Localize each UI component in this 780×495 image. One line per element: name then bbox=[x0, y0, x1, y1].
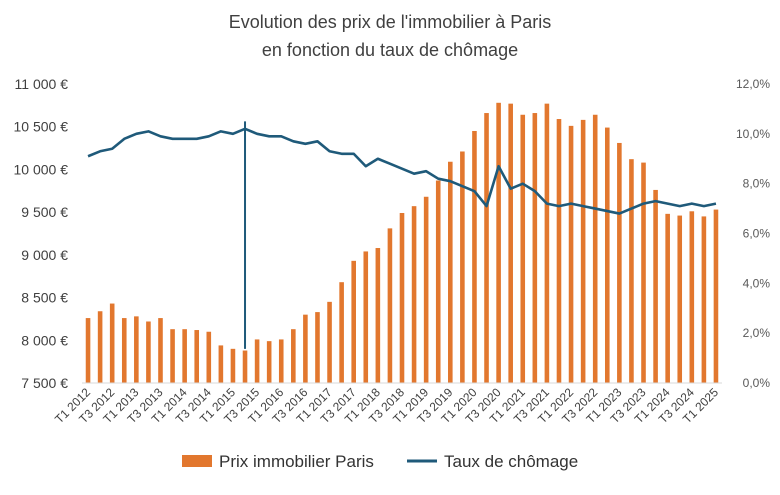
right-y-tick-label: 10,0% bbox=[736, 127, 770, 141]
bar-prix-immobilier bbox=[701, 216, 707, 383]
bar-prix-immobilier bbox=[520, 114, 526, 384]
bar-prix-immobilier bbox=[604, 127, 610, 383]
bar-prix-immobilier bbox=[448, 161, 453, 383]
bar-prix-immobilier bbox=[218, 345, 224, 383]
bar-prix-immobilier bbox=[556, 119, 562, 384]
bar-prix-immobilier bbox=[254, 339, 260, 383]
left-y-axis: 7 500 € 8 000 € 8 500 € 9 000 € 9 500 € 10 00… bbox=[14, 76, 69, 391]
bar-prix-immobilier bbox=[242, 350, 248, 383]
bar-prix-immobilier bbox=[291, 329, 296, 383]
bar-prix-immobilier bbox=[351, 260, 356, 383]
chart-title-line-2: en fonction du taux de chômage bbox=[262, 40, 518, 60]
right-y-tick-label: 12,0% bbox=[736, 77, 770, 91]
right-y-axis: 0,0% 2,0% 4,0% 6,0% 8,0% 10,0% 12,0% bbox=[736, 77, 770, 390]
bar-prix-immobilier bbox=[544, 103, 550, 384]
left-y-tick-label: 8 500 € bbox=[21, 290, 68, 306]
bar-prix-immobilier bbox=[121, 318, 127, 383]
bar-prix-immobilier bbox=[266, 341, 272, 383]
left-y-tick-label: 10 500 € bbox=[14, 119, 69, 135]
bar-prix-immobilier bbox=[146, 321, 151, 383]
bar-prix-immobilier bbox=[109, 303, 115, 383]
right-y-tick-label: 6,0% bbox=[743, 227, 771, 241]
bar-prix-immobilier bbox=[315, 312, 320, 383]
unemployment-line-series bbox=[87, 127, 717, 215]
bar-prix-immobilier bbox=[278, 339, 284, 383]
right-y-tick-label: 0,0% bbox=[743, 376, 771, 390]
legend: Prix immobilier Paris Taux de chômage bbox=[182, 452, 578, 471]
bar-prix-immobilier bbox=[580, 119, 586, 383]
bar-prix-immobilier bbox=[713, 209, 719, 383]
legend-label-prix: Prix immobilier Paris bbox=[219, 452, 374, 471]
bar-prix-immobilier bbox=[532, 113, 538, 383]
bar-prix-immobilier bbox=[641, 162, 646, 383]
price-bars bbox=[85, 102, 719, 384]
left-y-tick-label: 9 000 € bbox=[21, 247, 68, 263]
bar-prix-immobilier bbox=[85, 318, 91, 383]
bar-prix-immobilier bbox=[435, 180, 441, 383]
bar-prix-immobilier bbox=[568, 125, 574, 384]
bar-prix-immobilier bbox=[423, 196, 429, 383]
bar-prix-immobilier bbox=[158, 318, 163, 383]
bar-prix-immobilier bbox=[375, 248, 381, 383]
bar-prix-immobilier bbox=[206, 331, 212, 383]
chart-title-line-1: Evolution des prix de l'immobilier à Par… bbox=[229, 12, 552, 32]
left-y-tick-label: 9 500 € bbox=[21, 204, 68, 220]
bar-prix-immobilier bbox=[496, 102, 501, 384]
bar-prix-immobilier bbox=[484, 113, 489, 383]
bar-prix-immobilier bbox=[629, 159, 634, 383]
bar-prix-immobilier bbox=[387, 228, 393, 383]
bar-prix-immobilier bbox=[399, 212, 405, 383]
bar-prix-immobilier bbox=[460, 151, 465, 383]
bar-prix-immobilier bbox=[339, 282, 344, 383]
bar-prix-immobilier bbox=[230, 348, 236, 383]
bar-prix-immobilier bbox=[592, 114, 598, 384]
bar-prix-immobilier bbox=[134, 316, 139, 383]
bar-prix-immobilier bbox=[182, 329, 187, 383]
legend-swatch-prix bbox=[182, 455, 212, 467]
bar-prix-immobilier bbox=[194, 330, 200, 383]
bar-prix-immobilier bbox=[363, 251, 369, 383]
left-y-tick-label: 8 000 € bbox=[21, 332, 68, 348]
bar-prix-immobilier bbox=[665, 213, 670, 383]
line-taux-chomage bbox=[87, 127, 717, 215]
bar-prix-immobilier bbox=[617, 142, 622, 383]
right-y-tick-label: 8,0% bbox=[743, 177, 771, 191]
left-y-tick-label: 7 500 € bbox=[21, 375, 68, 391]
bar-prix-immobilier bbox=[508, 103, 513, 384]
bar-prix-immobilier bbox=[677, 215, 683, 383]
bar-prix-immobilier bbox=[689, 211, 695, 383]
right-y-tick-label: 4,0% bbox=[743, 276, 771, 290]
left-y-tick-label: 10 000 € bbox=[14, 161, 69, 177]
bar-prix-immobilier bbox=[327, 301, 332, 383]
bar-prix-immobilier bbox=[472, 130, 477, 383]
bar-prix-immobilier bbox=[97, 311, 103, 383]
left-y-tick-label: 11 000 € bbox=[15, 76, 69, 92]
legend-label-chomage: Taux de chômage bbox=[444, 452, 578, 471]
bar-prix-immobilier bbox=[303, 314, 308, 383]
bar-prix-immobilier bbox=[411, 206, 417, 383]
right-y-tick-label: 2,0% bbox=[743, 326, 771, 340]
bar-prix-immobilier bbox=[170, 329, 175, 383]
bar-prix-immobilier bbox=[653, 189, 658, 383]
